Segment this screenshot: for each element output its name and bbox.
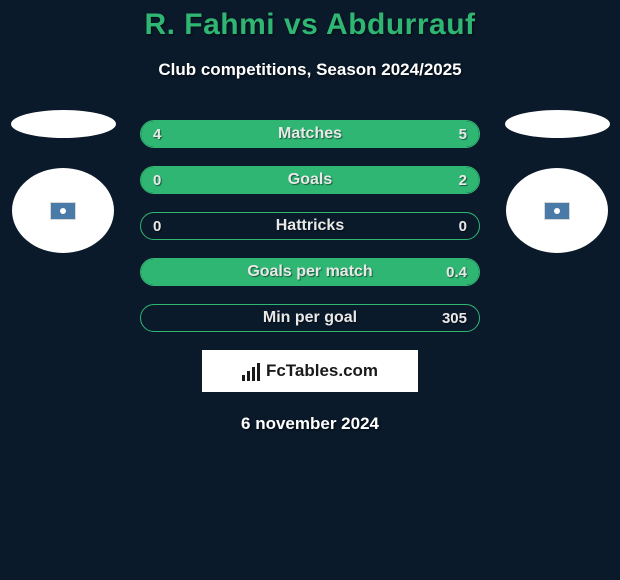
logo-inner: FcTables.com xyxy=(242,361,378,381)
stat-label: Goals xyxy=(141,167,479,193)
left-player-avatar-placeholder xyxy=(11,110,116,138)
right-team-badge xyxy=(506,168,608,253)
fctables-logo[interactable]: FcTables.com xyxy=(202,350,418,392)
stat-row-goals-per-match: Goals per match 0.4 xyxy=(140,258,480,286)
stat-value-right: 0 xyxy=(459,213,467,239)
page-title: R. Fahmi vs Abdurrauf xyxy=(0,8,620,42)
right-team-flag-icon xyxy=(544,202,570,220)
left-team-badge xyxy=(12,168,114,253)
stat-label: Min per goal xyxy=(141,305,479,331)
date-label: 6 november 2024 xyxy=(0,414,620,434)
stats-area: 4 Matches 5 0 Goals 2 0 Hattricks 0 xyxy=(0,120,620,434)
stat-bars: 4 Matches 5 0 Goals 2 0 Hattricks 0 xyxy=(140,120,480,332)
logo-text: FcTables.com xyxy=(266,361,378,381)
stat-value-right: 5 xyxy=(459,121,467,147)
stat-label: Hattricks xyxy=(141,213,479,239)
stat-row-hattricks: 0 Hattricks 0 xyxy=(140,212,480,240)
stat-row-min-per-goal: Min per goal 305 xyxy=(140,304,480,332)
right-player-column xyxy=(502,110,612,253)
left-player-column xyxy=(8,110,118,253)
stat-value-right: 0.4 xyxy=(446,259,467,285)
stat-label: Matches xyxy=(141,121,479,147)
stat-value-right: 2 xyxy=(459,167,467,193)
subtitle: Club competitions, Season 2024/2025 xyxy=(0,60,620,80)
comparison-widget: R. Fahmi vs Abdurrauf Club competitions,… xyxy=(0,0,620,434)
left-team-flag-icon xyxy=(50,202,76,220)
stat-label: Goals per match xyxy=(141,259,479,285)
logo-bars-icon xyxy=(242,361,260,381)
stat-value-right: 305 xyxy=(442,305,467,331)
right-player-avatar-placeholder xyxy=(505,110,610,138)
stat-row-goals: 0 Goals 2 xyxy=(140,166,480,194)
stat-row-matches: 4 Matches 5 xyxy=(140,120,480,148)
